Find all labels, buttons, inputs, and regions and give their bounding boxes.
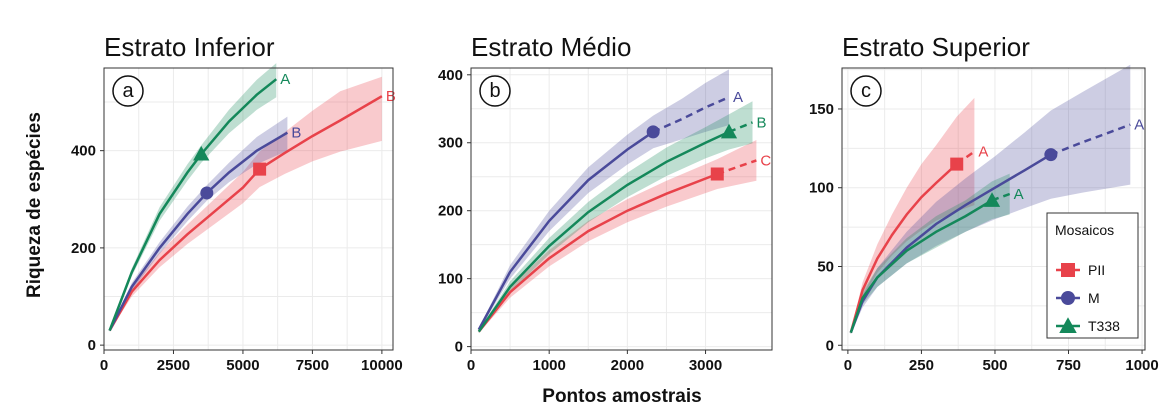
y-tick-label: 400 bbox=[438, 67, 463, 84]
marker-PII bbox=[950, 157, 964, 171]
legend-key-circle bbox=[1061, 291, 1075, 305]
panel-badge-label: c bbox=[861, 80, 871, 102]
series-end-label-PII: B bbox=[386, 88, 396, 105]
y-tick-label: 0 bbox=[826, 337, 834, 354]
ci-band-PII bbox=[478, 140, 757, 333]
series-end-label-T338: A bbox=[1014, 186, 1024, 203]
y-tick-label: 400 bbox=[71, 143, 96, 160]
series-end-label-M: B bbox=[291, 125, 301, 142]
panel-badge bbox=[112, 75, 144, 107]
ci-band-PII bbox=[109, 76, 382, 332]
series-line-M bbox=[477, 130, 654, 331]
x-tick-label: 750 bbox=[1056, 357, 1081, 374]
x-tick-label: 5000 bbox=[226, 357, 259, 374]
x-tick-label: 250 bbox=[909, 357, 934, 374]
series-line-PII bbox=[108, 95, 383, 332]
plot-border bbox=[841, 67, 1146, 351]
y-tick-label: 0 bbox=[88, 337, 96, 354]
ci-band-M bbox=[478, 69, 729, 332]
y-tick-label: 100 bbox=[809, 180, 834, 197]
marker-T338 bbox=[720, 123, 738, 139]
panel-a: B B A 0 2500 5000 7500 10000 0 200 400 Estrato Infe… bbox=[71, 32, 403, 374]
series-line-T338 bbox=[849, 199, 993, 334]
series-end-label-T338: B bbox=[756, 114, 766, 131]
panel-title: Estrato Inferior bbox=[104, 32, 275, 62]
plot-area bbox=[471, 68, 772, 350]
marker-T338 bbox=[193, 145, 210, 161]
series-extrapolation-T338 bbox=[728, 121, 753, 134]
panel-title: Estrato Médio bbox=[471, 32, 631, 62]
series-end-label-PII: A bbox=[978, 143, 988, 160]
ci-band-T338 bbox=[109, 63, 277, 332]
legend-title: Mosaicos bbox=[1055, 222, 1114, 238]
marker-M bbox=[646, 125, 660, 139]
x-tick-label: 3000 bbox=[689, 357, 722, 374]
plot-border bbox=[470, 67, 773, 351]
panel-badge bbox=[850, 75, 882, 107]
y-tick-label: 0 bbox=[455, 339, 463, 356]
marker-PII bbox=[253, 162, 267, 176]
series-extrapolation-PII bbox=[716, 159, 757, 176]
y-tick-label: 100 bbox=[438, 271, 463, 288]
x-tick-label: 0 bbox=[100, 357, 108, 374]
legend-key-square bbox=[1061, 263, 1075, 277]
marker-M bbox=[200, 186, 214, 200]
series-end-label-M: A bbox=[1134, 117, 1144, 134]
legend: Mosaicos PII M T338 bbox=[1046, 212, 1139, 339]
y-tick-label: 50 bbox=[817, 259, 834, 276]
x-tick-label: 10000 bbox=[361, 357, 403, 374]
ci-band-T338 bbox=[478, 101, 753, 333]
ci-band-M bbox=[109, 116, 288, 332]
marker-T338 bbox=[983, 192, 1001, 207]
series-line-T338 bbox=[108, 78, 278, 332]
panel-badge-label: a bbox=[122, 80, 134, 102]
panel-title: Estrato Superior bbox=[842, 32, 1030, 62]
panel-b: C AB 0 1000 2000 3000 0 100 200 300 400 Estrato Méd… bbox=[438, 32, 773, 374]
y-tick-label: 200 bbox=[71, 240, 96, 257]
x-tick-label: 1000 bbox=[532, 357, 565, 374]
marker-PII bbox=[710, 167, 724, 181]
y-axis-title: Riqueza de espécies bbox=[24, 112, 45, 298]
legend-label: T338 bbox=[1088, 318, 1120, 334]
x-axis-title: Pontos amostrais bbox=[542, 386, 701, 407]
x-tick-label: 7500 bbox=[296, 357, 329, 374]
legend-label: M bbox=[1088, 290, 1100, 306]
marker-M bbox=[1044, 148, 1058, 162]
x-tick-label: 500 bbox=[982, 357, 1007, 374]
y-tick-label: 200 bbox=[438, 203, 463, 220]
series-line-M bbox=[108, 131, 289, 332]
x-tick-label: 1000 bbox=[1125, 357, 1158, 374]
legend-label: PII bbox=[1088, 262, 1105, 278]
x-tick-label: 2000 bbox=[611, 357, 644, 374]
panel-badge-label: b bbox=[489, 80, 500, 102]
series-extrapolation-M bbox=[652, 96, 730, 134]
series-end-label-T338: A bbox=[280, 71, 290, 88]
series-end-label-PII: C bbox=[760, 152, 771, 169]
series-end-label-M: A bbox=[733, 89, 743, 106]
plot-border bbox=[103, 67, 394, 351]
panel-badge bbox=[479, 75, 511, 107]
x-tick-label: 2500 bbox=[157, 357, 190, 374]
plot-area bbox=[104, 68, 393, 350]
series-line-PII bbox=[849, 163, 958, 334]
series-line-T338 bbox=[477, 130, 730, 333]
y-tick-label: 300 bbox=[438, 135, 463, 152]
x-tick-label: 0 bbox=[467, 357, 475, 374]
y-tick-label: 150 bbox=[809, 101, 834, 118]
legend-key-triangle bbox=[1059, 317, 1077, 333]
series-line-PII bbox=[477, 172, 718, 333]
x-tick-label: 0 bbox=[844, 357, 852, 374]
ci-band-PII bbox=[850, 97, 975, 335]
